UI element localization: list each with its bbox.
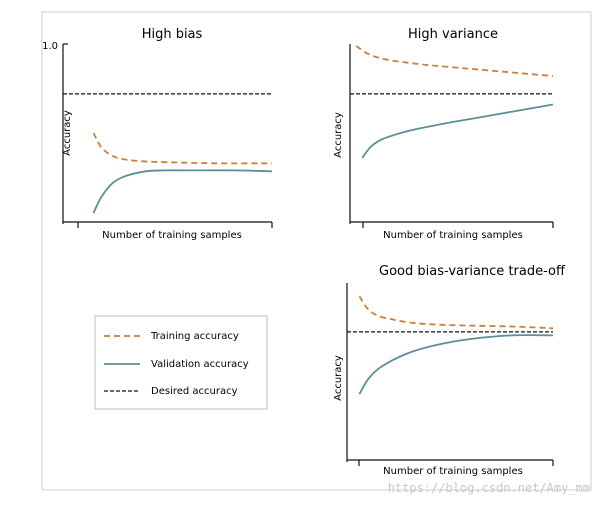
x-axis-label: Number of training samples — [383, 230, 523, 241]
chart-title: Good bias-variance trade-off — [379, 264, 566, 279]
legend: Training accuracy Validation accuracy De… — [94, 315, 268, 410]
legend-training-label: Training accuracy — [150, 331, 239, 342]
x-axis-label: Number of training samples — [383, 466, 523, 477]
y-axis-label: Accuracy — [333, 112, 344, 158]
training-accuracy-line — [355, 45, 554, 77]
legend-validation-label: Validation accuracy — [151, 359, 249, 370]
training-accuracy-line — [358, 295, 554, 330]
chart-title: High bias — [142, 27, 203, 42]
panel-high-variance: High variance Accuracy Number of trainin… — [333, 27, 554, 241]
training-accuracy-line — [92, 132, 273, 165]
figure-frame — [41, 11, 592, 491]
legend-desired-label: Desired accuracy — [151, 386, 238, 397]
y-tick-label: 1.0 — [42, 41, 58, 52]
validation-accuracy-line — [361, 103, 554, 159]
legend-box — [94, 315, 268, 410]
validation-accuracy-line — [358, 334, 554, 395]
y-axis-label: Accuracy — [62, 110, 73, 156]
x-axis-label: Number of training samples — [102, 230, 242, 241]
y-axis-label: Accuracy — [333, 355, 344, 401]
panel-high-bias: High bias 1.0 Accuracy Number of trainin… — [42, 27, 273, 241]
panel-good-tradeoff: Good bias-variance trade-off Accuracy Nu… — [333, 264, 566, 477]
validation-accuracy-line — [92, 169, 273, 214]
watermark-text: https://blog.csdn.net/Amy_mm — [388, 481, 590, 495]
chart-title: High variance — [408, 27, 498, 42]
